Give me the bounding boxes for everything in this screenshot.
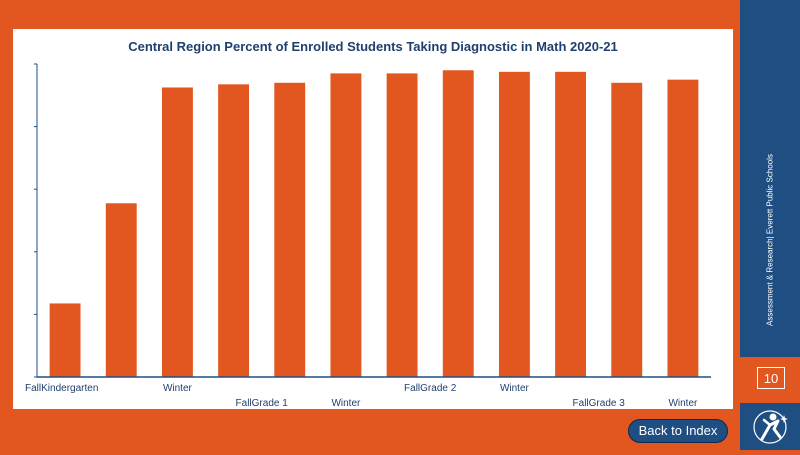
chart-panel: Central Region Percent of Enrolled Stude… [13,29,733,409]
bar [667,79,699,378]
chart-plot: FallKindergarten Winter FallGrade 1 Winter F… [25,63,711,409]
logo-icon [753,410,788,444]
sidebar-band: Assessment & Research| Everett Public Sc… [740,0,800,357]
back-to-index-button[interactable]: Back to Index [628,419,728,443]
bar [161,87,193,377]
sidebar-caption: Assessment & Research| Everett Public Sc… [765,154,775,326]
x-tick-label: FallGrade 3 [573,398,626,409]
bar [330,73,362,377]
bar [555,71,587,377]
x-tick-label: FallGrade 1 [236,398,289,409]
bar [49,303,81,377]
bar [611,82,643,377]
bar [386,73,418,377]
bar [105,203,137,377]
bar [442,70,474,377]
x-tick-label: FallKindergarten [25,383,98,394]
x-tick-label: Winter [500,383,530,394]
sidebar: Assessment & Research| Everett Public Sc… [740,0,800,450]
bar [274,82,306,377]
x-tick-label: FallGrade 2 [404,383,457,394]
bar [218,84,250,377]
page-number: 10 [757,367,785,389]
x-tick-label: Winter [163,383,193,394]
bar [498,71,530,377]
x-tick-label: Winter [331,398,361,409]
page-number-area: 10 [740,357,800,403]
x-tick-label: Winter [668,398,698,409]
chart-title: Central Region Percent of Enrolled Stude… [128,39,618,54]
district-logo [740,403,800,450]
